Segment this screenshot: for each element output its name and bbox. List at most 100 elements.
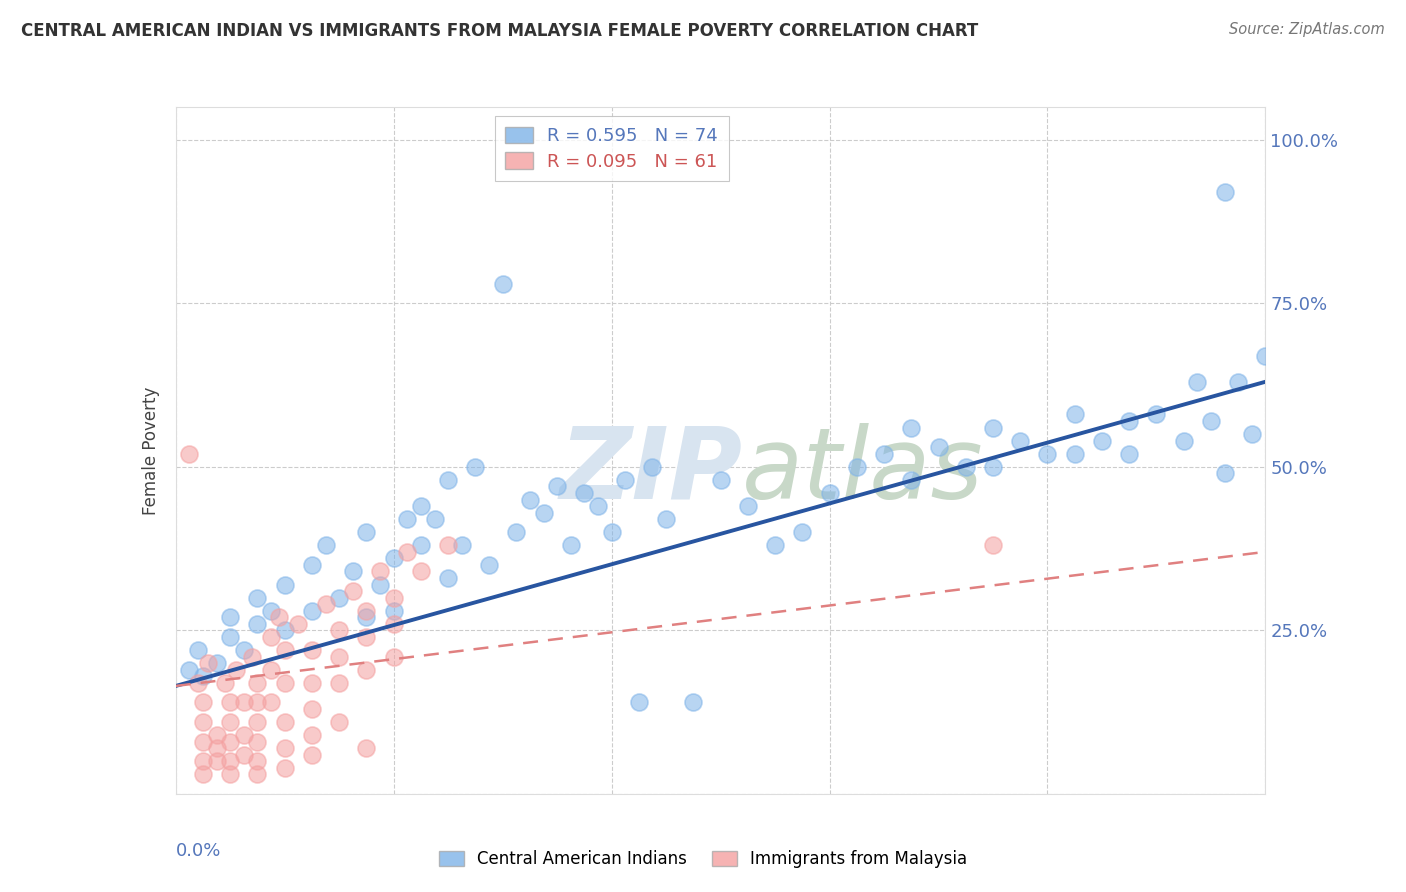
Point	[519, 492, 541, 507]
Point	[1187, 375, 1209, 389]
Point	[328, 714, 350, 729]
Point	[382, 551, 405, 566]
Point	[1036, 447, 1059, 461]
Point	[505, 525, 527, 540]
Point	[191, 695, 214, 709]
Point	[382, 616, 405, 631]
Point	[232, 747, 254, 762]
Point	[301, 747, 323, 762]
Point	[546, 479, 568, 493]
Point	[287, 616, 309, 631]
Point	[396, 545, 419, 559]
Point	[792, 525, 814, 540]
Point	[205, 741, 228, 756]
Point	[246, 675, 269, 690]
Point	[301, 702, 323, 716]
Point	[396, 512, 419, 526]
Point	[409, 538, 432, 552]
Point	[382, 604, 405, 618]
Point	[301, 728, 323, 742]
Point	[246, 714, 269, 729]
Point	[382, 649, 405, 664]
Point	[205, 656, 228, 670]
Point	[205, 728, 228, 742]
Point	[1199, 414, 1222, 428]
Point	[1118, 447, 1140, 461]
Point	[186, 675, 209, 690]
Point	[186, 643, 209, 657]
Text: CENTRAL AMERICAN INDIAN VS IMMIGRANTS FROM MALAYSIA FEMALE POVERTY CORRELATION C: CENTRAL AMERICAN INDIAN VS IMMIGRANTS FR…	[21, 22, 979, 40]
Point	[682, 695, 704, 709]
Point	[301, 675, 323, 690]
Point	[240, 649, 263, 664]
Point	[269, 610, 291, 624]
Point	[464, 459, 486, 474]
Point	[219, 767, 242, 781]
Point	[219, 754, 242, 768]
Point	[1010, 434, 1032, 448]
Point	[342, 584, 364, 599]
Text: ZIP: ZIP	[560, 423, 742, 519]
Point	[900, 473, 922, 487]
Point	[274, 624, 297, 638]
Point	[1240, 427, 1263, 442]
Point	[560, 538, 582, 552]
Point	[301, 604, 323, 618]
Point	[179, 663, 201, 677]
Point	[1213, 185, 1236, 199]
Point	[533, 506, 555, 520]
Point	[219, 630, 242, 644]
Point	[437, 473, 460, 487]
Point	[260, 604, 283, 618]
Point	[492, 277, 515, 291]
Point	[1063, 408, 1085, 422]
Point	[219, 714, 242, 729]
Point	[328, 624, 350, 638]
Point	[763, 538, 786, 552]
Point	[260, 630, 283, 644]
Point	[368, 577, 391, 591]
Point	[574, 486, 596, 500]
Point	[614, 473, 637, 487]
Point	[214, 675, 236, 690]
Point	[981, 420, 1004, 434]
Point	[627, 695, 650, 709]
Point	[409, 499, 432, 513]
Point	[191, 714, 214, 729]
Legend: Central American Indians, Immigrants from Malaysia: Central American Indians, Immigrants fro…	[432, 844, 974, 875]
Text: Source: ZipAtlas.com: Source: ZipAtlas.com	[1229, 22, 1385, 37]
Point	[1254, 349, 1277, 363]
Point	[873, 447, 896, 461]
Point	[274, 761, 297, 775]
Point	[423, 512, 446, 526]
Point	[315, 597, 337, 611]
Point	[246, 767, 269, 781]
Legend: R = 0.595   N = 74, R = 0.095   N = 61: R = 0.595 N = 74, R = 0.095 N = 61	[495, 116, 728, 181]
Point	[368, 565, 391, 579]
Point	[179, 447, 201, 461]
Point	[1063, 447, 1085, 461]
Point	[818, 486, 841, 500]
Point	[191, 754, 214, 768]
Point	[232, 643, 254, 657]
Point	[1091, 434, 1114, 448]
Point	[955, 459, 977, 474]
Point	[478, 558, 501, 572]
Point	[356, 663, 378, 677]
Point	[1213, 467, 1236, 481]
Point	[197, 656, 219, 670]
Point	[191, 669, 214, 683]
Y-axis label: Female Poverty: Female Poverty	[142, 386, 160, 515]
Point	[641, 459, 664, 474]
Point	[1227, 375, 1250, 389]
Point	[246, 591, 269, 605]
Point	[655, 512, 678, 526]
Point	[356, 630, 378, 644]
Point	[301, 558, 323, 572]
Point	[328, 591, 350, 605]
Point	[737, 499, 759, 513]
Point	[246, 754, 269, 768]
Point	[232, 695, 254, 709]
Point	[586, 499, 609, 513]
Point	[981, 459, 1004, 474]
